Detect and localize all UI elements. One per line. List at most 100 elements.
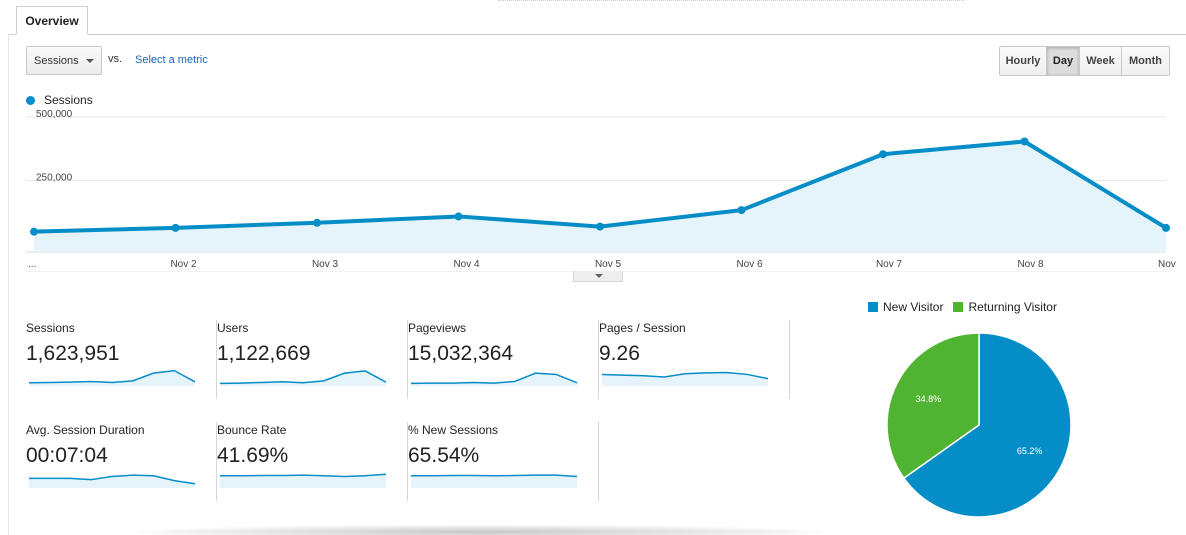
- sessions-point[interactable]: [171, 223, 180, 232]
- select-metric-link[interactable]: Select a metric: [135, 54, 208, 66]
- granularity-hourly-button[interactable]: Hourly: [1000, 47, 1047, 75]
- metric-tile-users[interactable]: Users 1,122,669: [217, 320, 408, 399]
- bottom-shadow: [140, 525, 820, 535]
- granularity-week-button[interactable]: Week: [1080, 47, 1122, 75]
- tile-divider: [216, 320, 217, 399]
- metric-sparkline: [411, 474, 578, 488]
- pie-slice-new-visitor[interactable]: [902, 332, 1072, 518]
- metric-sparkline: [410, 372, 578, 386]
- metric-value: 1,122,669: [217, 342, 311, 365]
- metric-sparkline: [220, 473, 387, 488]
- sessions-point[interactable]: [737, 206, 746, 215]
- sparkline-line: [601, 371, 769, 380]
- sessions-point[interactable]: [313, 218, 321, 227]
- top-dotted-divider: [498, 0, 964, 1]
- tile-divider: [789, 320, 790, 399]
- tile-divider: [407, 320, 408, 399]
- sessions-area: [34, 141, 1166, 252]
- metric-value: 41.69%: [217, 444, 289, 467]
- sessions-point[interactable]: [1162, 223, 1170, 232]
- tile-divider: [598, 320, 599, 399]
- metric-label: Pageviews: [408, 321, 467, 335]
- metric-label: % New Sessions: [408, 423, 499, 437]
- metric-tile-bounce-rate[interactable]: Bounce Rate 41.69%: [217, 422, 408, 501]
- tile-divider: [216, 422, 217, 501]
- sessions-legend-dot: [26, 96, 35, 105]
- tile-divider: [598, 422, 599, 501]
- sessions-point[interactable]: [1020, 137, 1029, 146]
- sparkline-line: [29, 474, 196, 485]
- metric-value: 65.54%: [408, 444, 480, 467]
- granularity-day-button[interactable]: Day: [1047, 47, 1080, 75]
- sessions-point[interactable]: [454, 212, 463, 221]
- chevron-down-icon: [86, 59, 94, 63]
- metric-label: Sessions: [26, 321, 75, 335]
- x-tick-label: Nov 3: [312, 259, 339, 270]
- legend-swatch: [953, 302, 964, 312]
- chart-expand-handle[interactable]: [573, 271, 623, 282]
- sparkline-line: [411, 474, 578, 478]
- metric-label: Users: [217, 321, 249, 335]
- metric-value: 9.26: [599, 342, 640, 365]
- metric-sparkline: [29, 474, 196, 488]
- panel-left-border: [8, 34, 9, 535]
- x-tick-label: Nov 8: [1017, 259, 1044, 270]
- pie-slice-returning-visitor[interactable]: [886, 332, 980, 480]
- visitor-type-pie-chart: 65.2% 34.8%: [886, 332, 1072, 518]
- tile-divider: [407, 422, 408, 501]
- metric-sparkline: [219, 370, 387, 386]
- metric-tile-pages-per-session[interactable]: Pages / Session 9.26: [599, 320, 790, 399]
- metric-label: Bounce Rate: [217, 423, 287, 437]
- sparkline-area: [220, 370, 386, 386]
- sparkline-line: [220, 473, 387, 478]
- pie-legend-item-returning-visitor[interactable]: Returning Visitor: [953, 300, 1057, 314]
- metric-sparkline: [601, 371, 769, 386]
- sparkline-area: [411, 475, 577, 488]
- y-tick-label: 500,000: [36, 110, 73, 120]
- tab-overview[interactable]: Overview: [16, 6, 88, 35]
- pie-legend-item-new-visitor[interactable]: New Visitor: [868, 300, 943, 314]
- sparkline-line: [410, 372, 578, 385]
- metric-tile-pageviews[interactable]: Pageviews 15,032,364: [408, 320, 599, 399]
- sparkline-area: [411, 373, 577, 386]
- x-tick-label: Nov 7: [876, 259, 903, 270]
- metric-sparkline: [28, 369, 196, 386]
- metric-tile-new-sessions[interactable]: % New Sessions 65.54%: [408, 422, 599, 501]
- chevron-down-icon: [595, 274, 603, 278]
- granularity-toggle: Hourly Day Week Month: [999, 46, 1170, 76]
- legend-swatch: [868, 302, 878, 312]
- sessions-point[interactable]: [596, 222, 604, 231]
- pie-slice-label: 65.2%: [1017, 446, 1043, 456]
- metric-select-value: Sessions: [34, 54, 79, 67]
- metric-value: 1,623,951: [26, 342, 120, 365]
- x-tick-label: Nov 5: [595, 259, 622, 270]
- x-tick-label: Nov: [1158, 259, 1176, 270]
- y-tick-label: 250,000: [36, 173, 73, 184]
- sparkline-area: [220, 474, 386, 488]
- vs-label: vs.: [108, 53, 123, 65]
- metric-label: Avg. Session Duration: [26, 423, 145, 437]
- x-tick-label: Nov 2: [170, 259, 197, 270]
- metric-tile-avg-session-duration[interactable]: Avg. Session Duration 00:07:04: [26, 422, 217, 501]
- pie-slice-label: 34.8%: [916, 394, 942, 404]
- x-tick-label: Nov 4: [453, 259, 480, 270]
- tab-bar-divider: [8, 34, 1186, 35]
- metric-value: 15,032,364: [408, 342, 514, 365]
- metric-value: 00:07:04: [26, 444, 108, 467]
- granularity-month-button[interactable]: Month: [1122, 47, 1169, 75]
- x-tick-label: ...: [28, 259, 36, 270]
- metric-tile-sessions[interactable]: Sessions 1,623,951: [26, 320, 217, 399]
- sparkline-area: [29, 370, 195, 386]
- sessions-over-time-chart: 500,000 250,000... Nov 2 Nov 3 Nov 4 Nov 5 Nov…: [26, 110, 1176, 272]
- pie-legend: New Visitor Returning Visitor: [868, 300, 1067, 314]
- metric-select-dropdown[interactable]: Sessions: [26, 46, 102, 75]
- legend-label: New Visitor: [883, 300, 944, 314]
- x-tick-label: Nov 6: [736, 259, 763, 270]
- sparkline-line: [219, 370, 387, 385]
- sessions-legend-label: Sessions: [44, 93, 93, 107]
- legend-label: Returning Visitor: [968, 300, 1057, 314]
- sparkline-line: [28, 369, 196, 384]
- metric-label: Pages / Session: [599, 321, 686, 335]
- sessions-point[interactable]: [879, 150, 887, 159]
- sessions-point[interactable]: [30, 227, 38, 236]
